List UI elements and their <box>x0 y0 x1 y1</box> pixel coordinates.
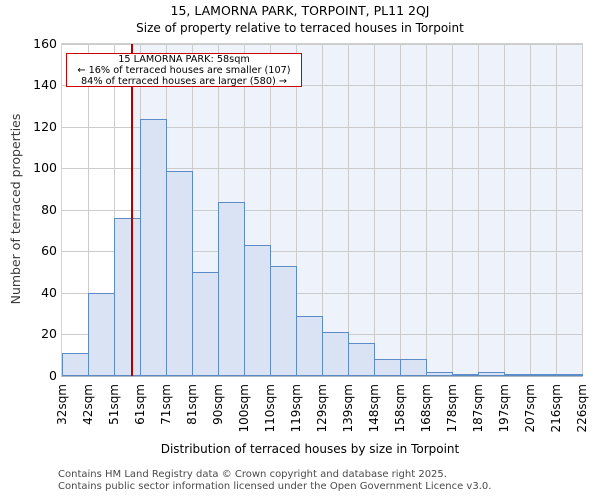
histogram-bar <box>296 315 323 376</box>
x-tick-label: 216sqm <box>548 384 563 433</box>
y-tick-label: 0 <box>49 367 57 383</box>
x-axis-title: Distribution of terraced houses by size … <box>160 442 460 456</box>
property-size-marker-line <box>131 44 134 376</box>
histogram-bar <box>478 371 505 376</box>
histogram-bar <box>218 201 245 376</box>
histogram-bar <box>166 170 193 376</box>
histogram-bar <box>556 373 583 376</box>
x-tick-label: 81sqm <box>184 384 199 425</box>
vertical-gridline <box>451 44 453 376</box>
y-tick-label: 80 <box>41 201 57 217</box>
x-tick-label: 207sqm <box>522 384 537 433</box>
y-tick-label: 60 <box>41 243 57 258</box>
annotation-line-3: 84% of terraced houses are larger (580) … <box>81 75 287 87</box>
x-tick-label: 51sqm <box>106 384 121 425</box>
y-tick-label: 160 <box>33 35 57 51</box>
x-tick-label: 61sqm <box>132 384 147 425</box>
x-tick-label: 187sqm <box>470 384 485 433</box>
x-tick-label: 158sqm <box>392 384 407 433</box>
histogram-bar <box>452 373 479 376</box>
x-tick-label: 148sqm <box>366 384 381 433</box>
vertical-gridline <box>269 44 271 376</box>
histogram-bar <box>140 118 167 376</box>
histogram-bar <box>62 353 89 376</box>
histogram-bar <box>114 218 141 376</box>
histogram-bar <box>192 272 219 376</box>
y-tick-label: 140 <box>33 77 57 92</box>
vertical-gridline <box>295 44 297 376</box>
x-tick-label: 119sqm <box>288 384 303 433</box>
histogram-bar <box>270 266 297 376</box>
y-tick-label: 40 <box>41 284 57 300</box>
histogram-bar <box>322 332 349 376</box>
vertical-gridline <box>529 44 531 376</box>
x-tick-label: 32sqm <box>54 384 69 425</box>
x-tick-label: 226sqm <box>574 384 589 433</box>
annotation-line-2: ← 16% of terraced houses are smaller (10… <box>77 64 291 76</box>
annotation-box: 15 LAMORNA PARK: 58sqm ← 16% of terraced… <box>66 53 302 87</box>
vertical-gridline <box>399 44 401 376</box>
histogram-bar <box>348 342 375 376</box>
histogram-bar <box>530 373 557 376</box>
x-tick-label: 168sqm <box>418 384 433 433</box>
histogram-bar <box>426 371 453 376</box>
vertical-gridline <box>347 44 349 376</box>
page-subtitle: Size of property relative to terraced ho… <box>136 21 464 35</box>
footer-attribution-line-2: Contains public sector information licen… <box>58 481 492 492</box>
vertical-gridline <box>425 44 427 376</box>
vertical-gridline <box>113 44 115 376</box>
x-tick-label: 178sqm <box>444 384 459 433</box>
vertical-gridline <box>373 44 375 376</box>
x-tick-label: 197sqm <box>496 384 511 433</box>
plot-area <box>61 43 583 377</box>
x-tick-label: 42sqm <box>80 384 95 425</box>
x-tick-label: 129sqm <box>314 384 329 433</box>
vertical-gridline <box>503 44 505 376</box>
x-tick-label: 139sqm <box>340 384 355 433</box>
vertical-gridline <box>87 44 89 376</box>
histogram-bar <box>504 373 531 376</box>
vertical-gridline <box>555 44 557 376</box>
y-tick-label: 120 <box>33 118 57 134</box>
vertical-gridline <box>477 44 479 376</box>
y-tick-label: 100 <box>33 160 57 175</box>
footer-attribution-line-1: Contains HM Land Registry data © Crown c… <box>58 469 447 480</box>
x-tick-label: 71sqm <box>158 384 173 425</box>
y-tick-label: 20 <box>41 326 57 341</box>
annotation-line-1: 15 LAMORNA PARK: 58sqm <box>118 54 250 65</box>
histogram-bar <box>374 359 401 376</box>
x-tick-label: 110sqm <box>262 384 277 433</box>
histogram-bar <box>400 359 427 376</box>
histogram-bar <box>244 245 271 376</box>
x-tick-label: 100sqm <box>236 384 251 433</box>
x-tick-label: 90sqm <box>210 384 225 425</box>
histogram-bar <box>88 293 115 376</box>
vertical-gridline <box>321 44 323 376</box>
page-title: 15, LAMORNA PARK, TORPOINT, PL11 2QJ <box>170 3 430 18</box>
